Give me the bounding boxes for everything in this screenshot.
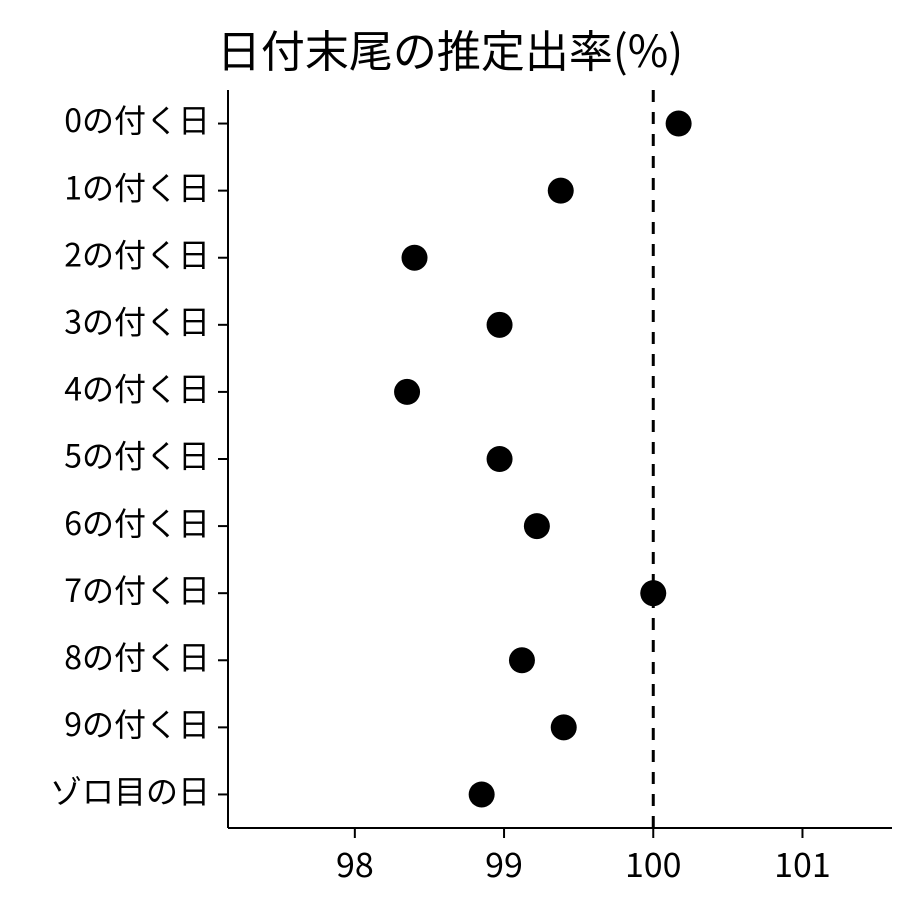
y-tick-label: 5の付く日 bbox=[64, 432, 210, 478]
data-point bbox=[394, 379, 420, 405]
chart-svg: 98 99 100 101 0の付く日 1の付く日 2の付く日 3の付く日 4の付く日 5の付く日… bbox=[0, 0, 900, 900]
data-point bbox=[487, 446, 513, 472]
y-tick-label: ゾロ目の日 bbox=[50, 767, 210, 813]
y-tick-label: 2の付く日 bbox=[64, 230, 210, 276]
y-tick-label: 0の付く日 bbox=[64, 96, 210, 142]
data-point bbox=[548, 178, 574, 204]
data-point bbox=[469, 781, 495, 807]
y-tick-label: 8の付く日 bbox=[64, 633, 210, 679]
x-tick-label: 100 bbox=[625, 838, 682, 887]
y-tick-label: 3の付く日 bbox=[64, 298, 210, 344]
y-tick-label: 7の付く日 bbox=[64, 566, 210, 612]
data-point bbox=[509, 647, 535, 673]
data-point bbox=[640, 580, 666, 606]
data-point bbox=[402, 245, 428, 271]
x-tick-label: 101 bbox=[774, 838, 831, 887]
y-tick-label: 9の付く日 bbox=[64, 700, 210, 746]
y-tick-label: 6の付く日 bbox=[64, 499, 210, 545]
data-point bbox=[524, 513, 550, 539]
y-tick-label: 1の付く日 bbox=[64, 163, 210, 209]
y-tick-label: 4の付く日 bbox=[64, 365, 210, 411]
data-point bbox=[666, 111, 692, 137]
x-tick-label: 99 bbox=[485, 838, 523, 887]
x-tick-label: 98 bbox=[336, 838, 374, 887]
data-point bbox=[487, 312, 513, 338]
data-point bbox=[551, 714, 577, 740]
chart-container: 日付末尾の推定出率(%) 98991001010の付く日1の付く日2の付く日3の… bbox=[0, 0, 900, 900]
